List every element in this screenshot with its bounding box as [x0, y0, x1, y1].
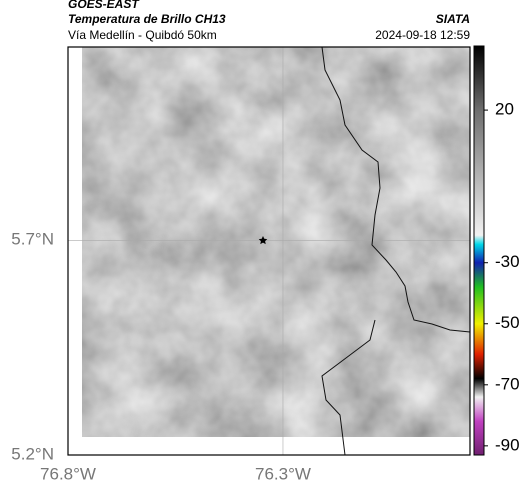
x-tick-label: 76.8°W [40, 464, 96, 483]
timestamp: 2024-09-18 12:59 [375, 28, 470, 42]
colorbar-label: -90 [495, 435, 520, 454]
title: GOES-EAST [68, 0, 140, 11]
colorbar-label: -30 [495, 252, 520, 271]
source: SIATA [436, 12, 470, 26]
location-marker [258, 236, 268, 245]
border-line [321, 46, 471, 456]
region: Vía Medellín - Quibdó 50km [68, 28, 217, 42]
colorbar-label: -70 [495, 374, 520, 393]
subtitle: Temperatura de Brillo CH13 [68, 12, 226, 26]
colorbar-label: 20 [495, 100, 514, 119]
map-frame [67, 46, 471, 456]
y-tick-label: 5.7°N [11, 230, 54, 249]
x-tick-label: 76.3°W [255, 464, 311, 483]
colorbar-label: -50 [495, 313, 520, 332]
y-tick-label: 5.2°N [11, 444, 54, 463]
satellite-image [82, 47, 470, 437]
colorbar [473, 45, 485, 456]
